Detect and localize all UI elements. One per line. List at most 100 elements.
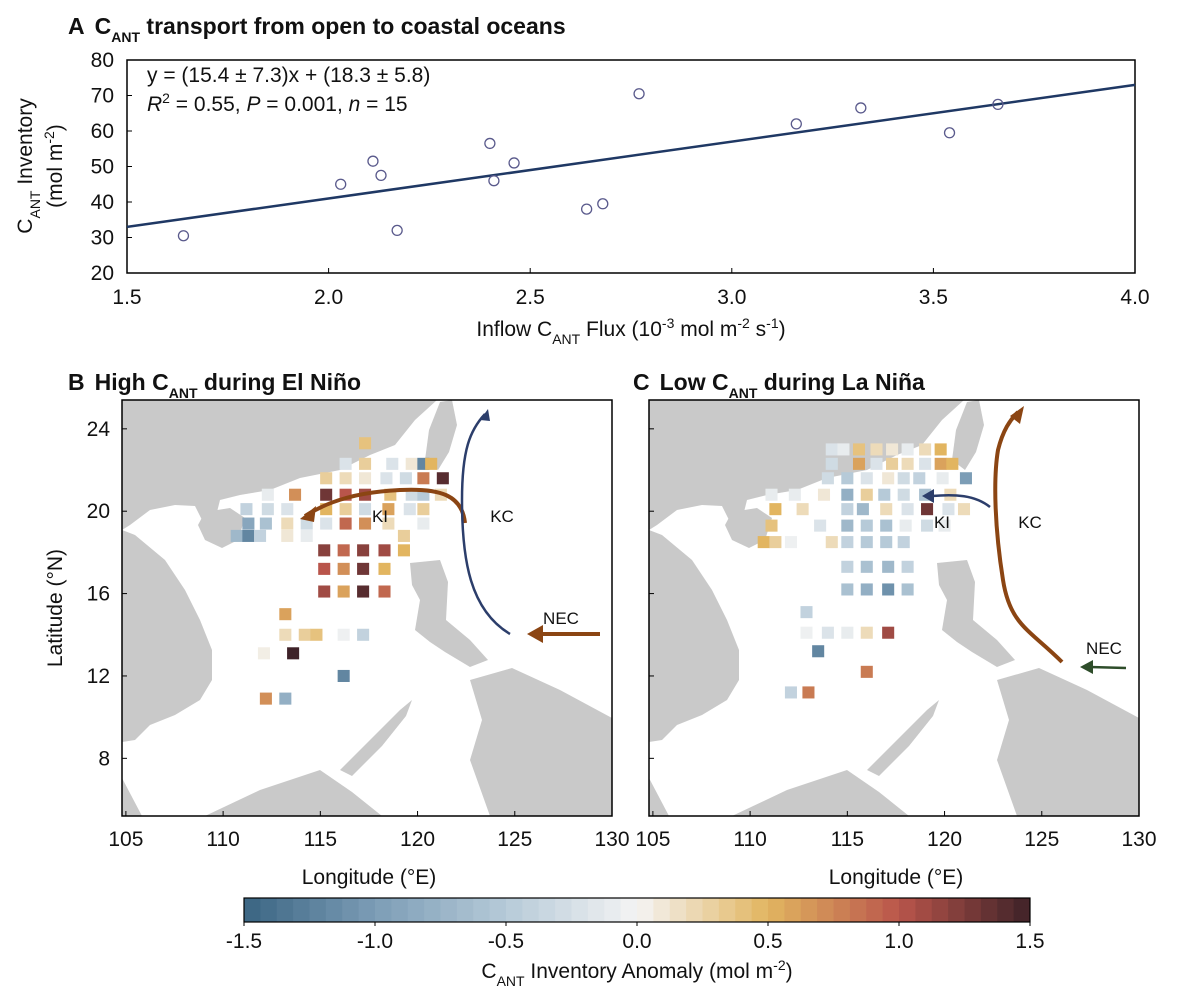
y-tick-label: 40 (91, 191, 114, 214)
anomaly-cell (837, 443, 850, 456)
anomaly-cell (841, 583, 854, 596)
colorbar-swatch (587, 898, 605, 922)
anomaly-cell (230, 529, 243, 542)
anomaly-cell (841, 626, 854, 639)
current-label: NEC (543, 609, 579, 628)
anomaly-cell (901, 583, 914, 596)
colorbar-swatch (751, 898, 769, 922)
colorbar-swatch (915, 898, 933, 922)
colorbar-swatch (620, 898, 638, 922)
x-tick-label: 2.5 (516, 286, 545, 309)
data-point (633, 88, 645, 100)
data-point (488, 175, 500, 187)
colorbar-swatch (276, 898, 294, 922)
x-tick-label: 115 (831, 828, 864, 851)
anomaly-cell (357, 562, 370, 575)
anomaly-cell (882, 626, 895, 639)
anomaly-cell (880, 503, 893, 516)
y-tick-label: 70 (91, 85, 114, 108)
colorbar-swatch (538, 898, 556, 922)
anomaly-cell (298, 628, 311, 641)
colorbar-swatch (718, 898, 736, 922)
panel-c: C Low CANT during La Niña KI KC NEC Longi… (633, 369, 1140, 889)
y-tick-label: 20 (87, 500, 110, 523)
colorbar-tick-label: 0.0 (622, 930, 651, 953)
current-label: KC (490, 507, 514, 526)
anomaly-cell (901, 503, 914, 516)
anomaly-cell (821, 626, 834, 639)
anomaly-cell (337, 669, 350, 682)
anomaly-cell (259, 692, 272, 705)
anomaly-cell (788, 488, 801, 501)
anomaly-cell (339, 457, 352, 470)
anomaly-cell (287, 647, 300, 660)
anomaly-cell (242, 529, 255, 542)
anomaly-cell (860, 488, 873, 501)
anomaly-cell (901, 560, 914, 573)
currents (300, 409, 600, 643)
colorbar-label: CANT Inventory Anomaly (mol m-2) (481, 957, 792, 989)
anomaly-cell (378, 544, 391, 557)
y-tick-label: 8 (98, 747, 110, 770)
anomaly-cell (403, 503, 416, 516)
anomaly-cell (310, 628, 323, 641)
colorbar-swatch (817, 898, 834, 922)
y-axis-label: CANT Inventory (14, 98, 43, 234)
y-tick-label: 80 (91, 49, 114, 72)
anomaly-cell (860, 519, 873, 532)
anomaly-cell (417, 503, 430, 516)
data-point (597, 198, 609, 210)
anomaly-cell (281, 529, 294, 542)
cells (757, 443, 972, 699)
x-tick-label: 130 (594, 828, 629, 851)
anomaly-cell (942, 503, 955, 516)
anomaly-cell (359, 517, 372, 530)
colorbar-swatch (768, 898, 785, 922)
anomaly-cell (279, 608, 292, 621)
anomaly-cell (784, 536, 797, 549)
colorbar-swatch (424, 898, 441, 922)
anomaly-cell (259, 517, 272, 530)
anomaly-cell (257, 647, 270, 660)
anomaly-cell (886, 443, 899, 456)
anomaly-cell (359, 472, 372, 485)
colorbar-swatch (899, 898, 916, 922)
anomaly-cell (240, 503, 253, 516)
anomaly-cell (380, 472, 393, 485)
anomaly-cell (281, 503, 294, 516)
x-tick-label: 105 (108, 828, 143, 851)
anomaly-cell (769, 536, 782, 549)
anomaly-cell (339, 472, 352, 485)
colorbar-swatch (1013, 898, 1031, 922)
anomaly-cell (812, 645, 825, 658)
data-point (855, 102, 867, 114)
colorbar-swatch (964, 898, 982, 922)
map-frame (121, 399, 613, 817)
anomaly-cell (919, 443, 932, 456)
anomaly-cell (318, 544, 331, 557)
anomaly-cell (897, 472, 910, 485)
y-tick-label: 50 (91, 156, 114, 179)
colorbar-swatch (735, 898, 753, 922)
data-point (790, 118, 802, 130)
anomaly-cell (870, 443, 883, 456)
data-point (580, 203, 593, 215)
colorbar-swatch (669, 898, 687, 922)
current-label: KC (1018, 513, 1042, 532)
x-tick-label: 125 (1024, 828, 1059, 851)
anomaly-cell (934, 457, 947, 470)
anomaly-cell (841, 536, 854, 549)
x-tick-label: 3.5 (919, 286, 948, 309)
anomaly-cell (852, 457, 866, 470)
panel-b: B High CANT during El Niño KI KC NEC Long… (44, 369, 613, 889)
anomaly-cell (378, 585, 391, 598)
current-label: NEC (1086, 639, 1122, 658)
anomaly-cell (852, 443, 866, 456)
data-point (375, 169, 387, 182)
anomaly-cell (279, 628, 292, 641)
anomaly-cell (320, 488, 333, 501)
anomaly-cell (882, 583, 895, 596)
colorbar-tick-label: -1.5 (226, 930, 262, 953)
anomaly-cell (821, 472, 834, 485)
currents (922, 406, 1127, 674)
